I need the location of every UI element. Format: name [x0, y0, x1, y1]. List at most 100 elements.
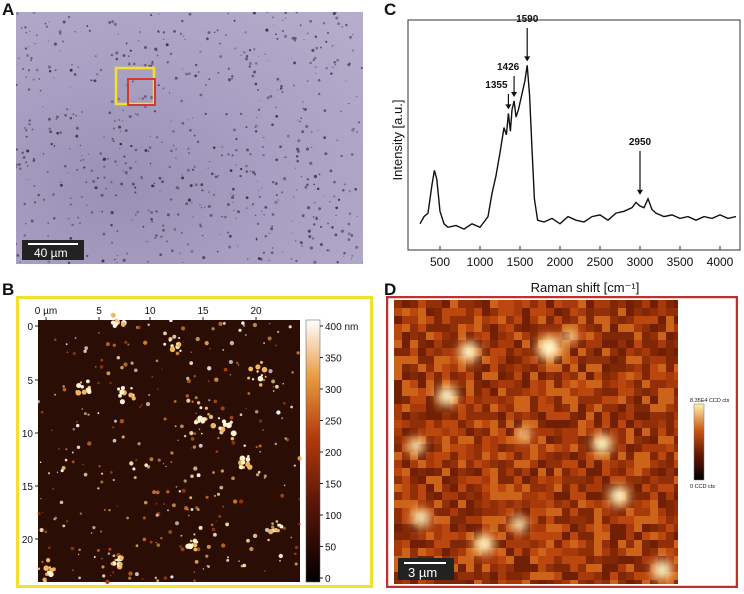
- map-pixel: [426, 508, 434, 516]
- optical-particle: [294, 167, 297, 169]
- optical-particle: [211, 172, 214, 176]
- optical-particle: [56, 131, 60, 135]
- map-pixel: [522, 444, 530, 452]
- optical-particle: [124, 162, 127, 165]
- map-pixel: [498, 436, 506, 444]
- map-pixel: [642, 508, 650, 516]
- optical-particle: [75, 114, 77, 117]
- map-pixel: [626, 316, 634, 324]
- map-pixel: [618, 412, 626, 420]
- map-pixel: [490, 580, 498, 584]
- afm-cluster-particle: [118, 562, 123, 567]
- afm-particle: [126, 516, 129, 520]
- map-pixel: [642, 428, 650, 436]
- optical-particle: [157, 84, 160, 87]
- optical-scalebar: 40 µm: [22, 240, 84, 260]
- map-pixel: [586, 508, 594, 516]
- map-pixel: [538, 364, 546, 372]
- optical-particle: [219, 234, 221, 236]
- map-pixel: [618, 508, 626, 516]
- afm-particle: [156, 543, 161, 547]
- afm-particle: [87, 413, 90, 416]
- map-pixel: [626, 364, 634, 372]
- map-pixel: [602, 388, 610, 396]
- map-pixel: [642, 580, 650, 584]
- afm-cluster-particle: [47, 570, 52, 575]
- map-pixel: [514, 380, 522, 388]
- map-pixel: [442, 500, 450, 508]
- map-pixel: [490, 436, 498, 444]
- afm-particle: [123, 362, 128, 367]
- map-pixel: [554, 508, 562, 516]
- map-pixel: [418, 468, 426, 476]
- optical-particle: [199, 50, 202, 53]
- afm-particle: [112, 343, 116, 347]
- afm-cluster-particle: [75, 389, 82, 396]
- map-pixel: [498, 484, 506, 492]
- optical-particle: [214, 175, 218, 179]
- map-pixel: [586, 412, 594, 420]
- optical-particle: [233, 209, 235, 212]
- map-pixel: [514, 556, 522, 564]
- optical-particle: [340, 110, 342, 112]
- map-pixel: [554, 300, 562, 308]
- afm-particle: [179, 349, 182, 352]
- map-pixel: [650, 396, 658, 404]
- afm-cluster-particle: [114, 318, 118, 323]
- afm-particle: [231, 476, 235, 481]
- map-pixel: [642, 524, 650, 532]
- afm-particle: [174, 425, 177, 428]
- optical-particle: [334, 12, 337, 14]
- map-pixel: [578, 420, 586, 428]
- afm-y-tick-label: 20: [22, 535, 34, 546]
- map-pixel: [506, 548, 514, 556]
- map-pixel: [674, 564, 678, 572]
- map-pixel: [618, 316, 626, 324]
- optical-particle: [269, 95, 273, 98]
- map-pixel: [514, 476, 522, 484]
- map-pixel: [394, 388, 402, 396]
- optical-particle: [296, 159, 300, 163]
- map-pixel: [618, 572, 626, 580]
- afm-particle: [238, 328, 242, 332]
- map-pixel: [394, 500, 402, 508]
- optical-particle: [149, 135, 151, 138]
- raman-map-panel: 8.35E4 CCD cts 0 CCD cts 3 µm: [385, 295, 739, 589]
- afm-particle: [76, 445, 81, 450]
- map-pixel: [458, 564, 466, 572]
- map-pixel: [634, 332, 642, 340]
- optical-particle: [193, 134, 196, 137]
- optical-particle: [231, 77, 233, 80]
- map-pixel: [426, 436, 434, 444]
- afm-particle: [278, 553, 283, 559]
- map-pixel: [594, 476, 602, 484]
- panel-a-letter: A: [2, 0, 15, 19]
- map-pixel: [458, 316, 466, 324]
- map-pixel: [506, 420, 514, 428]
- map-pixel: [546, 564, 554, 572]
- map-pixel: [658, 348, 666, 356]
- afm-particle: [133, 476, 137, 480]
- afm-cluster-particle: [261, 366, 268, 373]
- map-pixel: [618, 324, 626, 332]
- optical-particle: [111, 241, 114, 244]
- afm-particle: [64, 458, 68, 462]
- map-pixel: [450, 580, 458, 584]
- map-pixel: [482, 396, 490, 404]
- map-pixel: [522, 460, 530, 468]
- map-pixel: [602, 380, 610, 388]
- map-pixel: [530, 412, 538, 420]
- optical-particle: [33, 185, 36, 188]
- map-pixel: [474, 316, 482, 324]
- map-pixel: [394, 316, 402, 324]
- map-pixel: [530, 452, 538, 460]
- afm-particle: [243, 444, 246, 447]
- map-pixel: [602, 580, 610, 584]
- map-pixel: [546, 556, 554, 564]
- map-pixel: [634, 532, 642, 540]
- peak-label: 1590: [516, 14, 539, 25]
- map-pixel: [474, 396, 482, 404]
- afm-particle: [48, 546, 51, 550]
- optical-particle: [275, 114, 279, 118]
- map-pixel: [474, 420, 482, 428]
